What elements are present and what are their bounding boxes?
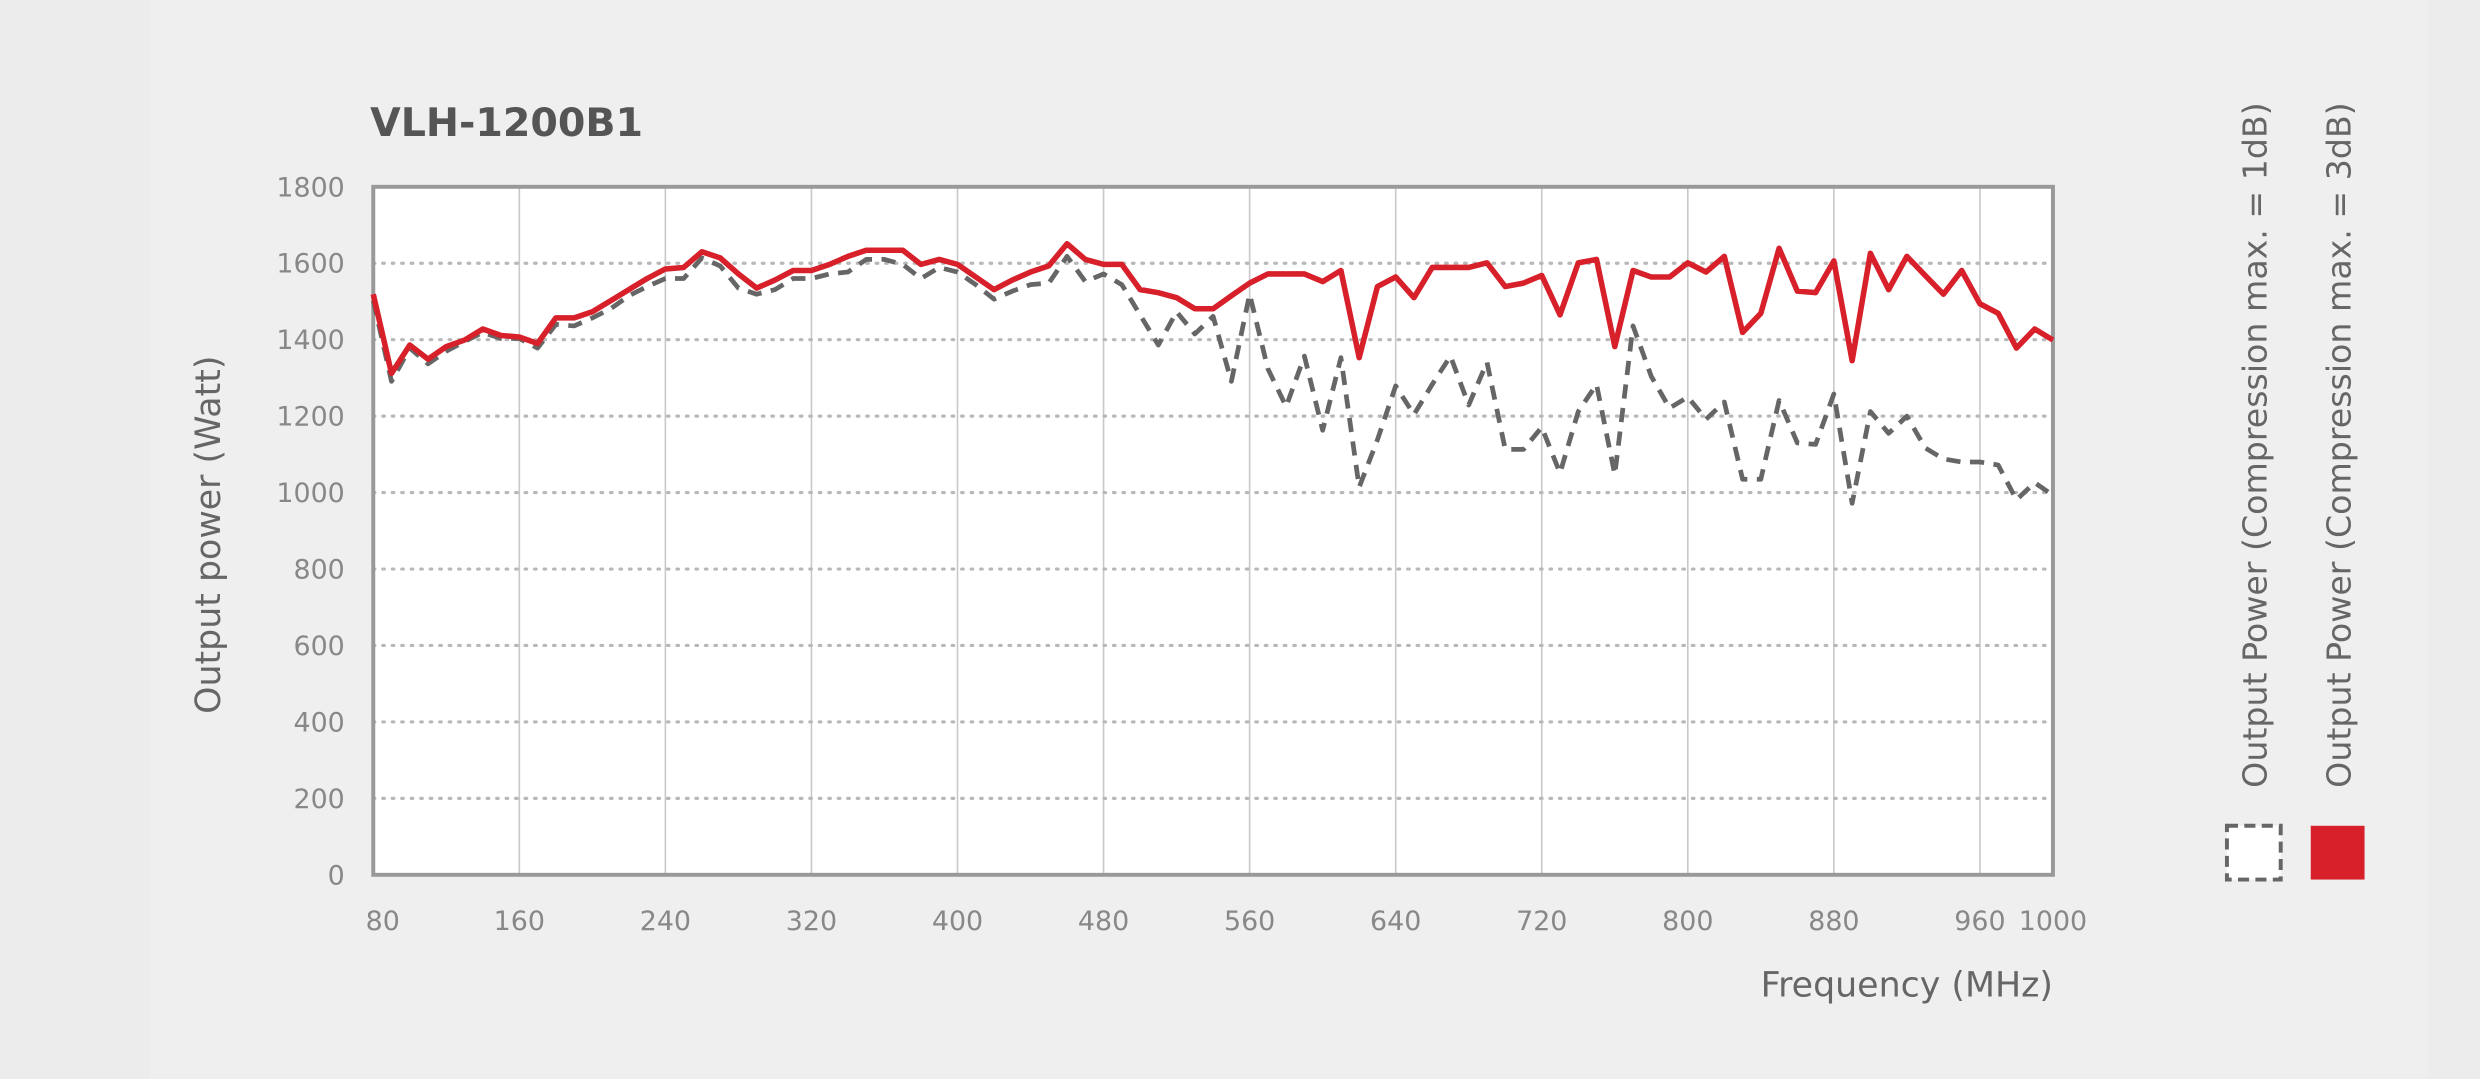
y-tick-label: 200 (293, 784, 344, 815)
series-line (370, 240, 2055, 377)
plot-border (371, 184, 2055, 877)
x-tick-label: 160 (494, 906, 545, 937)
y-tick-label: 800 (293, 555, 344, 586)
y-tick-label: 0 (328, 860, 345, 891)
legend-swatch (2224, 823, 2283, 882)
y-axis-label: Output power (Watt) (189, 356, 229, 714)
legend-label: Output Power (Compression max. = 3dB) (2319, 102, 2358, 788)
y-tick-label: 1400 (276, 325, 344, 356)
series-line (370, 253, 2055, 506)
x-tick-label: 800 (1662, 906, 1713, 937)
x-tick-label: 240 (640, 906, 691, 937)
legend-swatch (2310, 825, 2365, 880)
x-tick-label: 80 (366, 906, 400, 937)
y-tick-label: 1600 (276, 249, 344, 280)
y-tick-label: 400 (293, 707, 344, 738)
x-tick-label: 1000 (2019, 906, 2087, 937)
x-tick-label: 640 (1370, 906, 1421, 937)
x-tick-label: 880 (1808, 906, 1859, 937)
y-tick-label: 600 (293, 631, 344, 662)
x-tick-label: 400 (932, 906, 983, 937)
y-tick-label: 1200 (276, 402, 344, 433)
x-axis-label: Frequency (MHz) (1761, 966, 2053, 1006)
x-tick-label: 320 (786, 906, 837, 937)
x-tick-label: 960 (1954, 906, 2005, 937)
legend-label: Output Power (Compression max. = 1dB) (2235, 102, 2274, 788)
x-tick-label: 480 (1078, 906, 1129, 937)
plot-area (373, 186, 2053, 875)
x-tick-label: 720 (1516, 906, 1567, 937)
chart-title: VLH-1200B1 (370, 100, 643, 146)
x-tick-label: 560 (1224, 906, 1275, 937)
y-tick-label: 1000 (276, 478, 344, 509)
y-tick-label: 1800 (276, 172, 344, 203)
